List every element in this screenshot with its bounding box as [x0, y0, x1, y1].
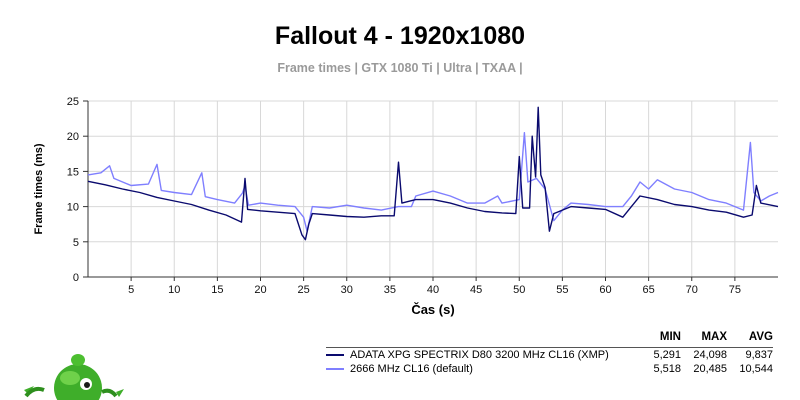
legend: MIN MAX AVG ADATA XPG SPECTRIX D80 3200 …	[326, 331, 773, 376]
y-tick-label: 15	[67, 166, 79, 178]
legend-header-max: MAX	[701, 331, 727, 343]
legend-header-min: MIN	[659, 331, 681, 343]
legend-avg: 9,837	[727, 347, 773, 362]
x-tick-label: 15	[211, 284, 223, 296]
x-tick-label: 50	[513, 284, 525, 296]
legend-label: ADATA XPG SPECTRIX D80 3200 MHz CL16 (XM…	[348, 347, 635, 362]
x-axis-label: Čas (s)	[411, 302, 454, 317]
x-tick-label: 30	[341, 284, 353, 296]
chart-title: Fallout 4 - 1920x1080	[274, 22, 526, 50]
legend-avg: 10,544	[739, 363, 773, 375]
legend-swatch	[326, 368, 344, 371]
legend-max: 24,098	[681, 347, 727, 362]
legend-min: 5,518	[653, 363, 681, 375]
x-tick-label: 70	[686, 284, 698, 296]
x-tick-label: 40	[427, 284, 439, 296]
y-tick-label: 10	[67, 202, 79, 214]
x-tick-label: 55	[556, 284, 568, 296]
legend-swatch	[326, 354, 344, 357]
x-tick-label: 10	[168, 284, 180, 296]
x-tick-label: 25	[298, 284, 310, 296]
x-tick-label: 35	[384, 284, 396, 296]
x-tick-label: 5	[128, 284, 134, 296]
y-axis-label: Frame times (ms)	[33, 143, 45, 234]
x-tick-label: 60	[599, 284, 611, 296]
legend-label: 2666 MHz CL16 (default)	[350, 363, 473, 375]
y-tick-label: 0	[73, 272, 79, 284]
legend-header-avg: AVG	[748, 331, 773, 343]
series-line-xmp	[87, 106, 779, 241]
y-tick-label: 20	[67, 131, 79, 143]
chart-subtitle: Frame times | GTX 1080 Ti | Ultra | TXAA…	[277, 61, 523, 75]
legend-row: 2666 MHz CL16 (default) 5,518 20,485 10,…	[326, 362, 773, 376]
y-tick-label: 5	[73, 237, 79, 249]
legend-max: 20,485	[693, 363, 727, 375]
x-tick-label: 75	[729, 284, 741, 296]
series-line-default	[87, 132, 779, 232]
x-tick-label: 20	[254, 284, 266, 296]
y-tick-label: 25	[67, 96, 79, 108]
legend-row: ADATA XPG SPECTRIX D80 3200 MHz CL16 (XM…	[326, 347, 773, 362]
legend-min: 5,291	[635, 347, 681, 362]
green-alien-mascot-icon	[24, 354, 124, 400]
x-tick-label: 65	[643, 284, 655, 296]
x-tick-label: 45	[470, 284, 482, 296]
